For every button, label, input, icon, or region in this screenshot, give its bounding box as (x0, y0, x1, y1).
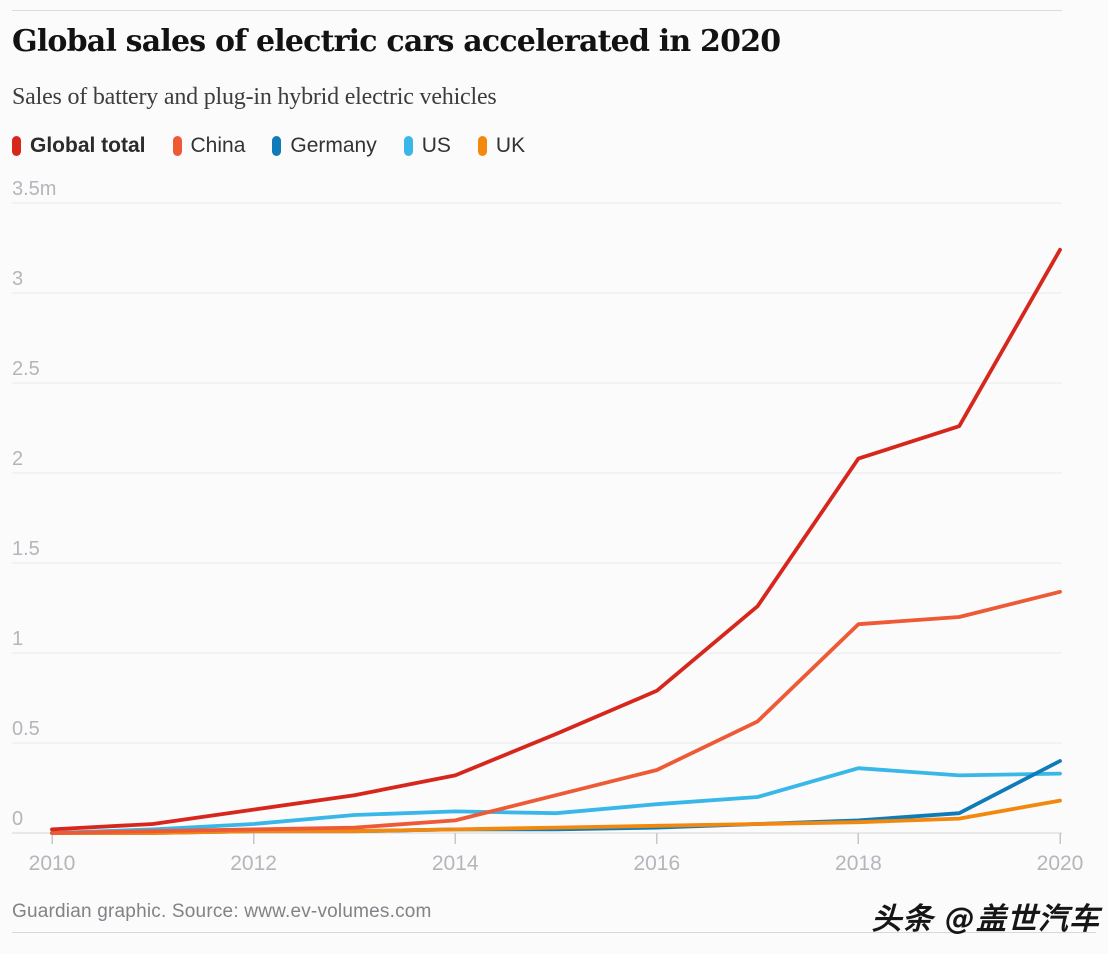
legend-label: US (421, 134, 451, 157)
y-tick-label: 0 (12, 808, 23, 830)
page-title: Global sales of electric cars accelerate… (12, 24, 781, 59)
y-tick-label: 0.5 (12, 718, 40, 740)
gridlines (12, 202, 1062, 834)
y-tick-label: 2.5 (12, 358, 40, 380)
legend-item-uk: UK (477, 134, 526, 157)
legend-label: Global total (30, 134, 146, 157)
bottom-divider (12, 932, 1096, 933)
series-line-china (50, 589, 1062, 835)
watermark: 头条 @盖世汽车 (871, 902, 1100, 937)
y-tick-label: 3 (12, 268, 23, 290)
global-total-swatch-icon (12, 135, 21, 156)
x-tick-label: 2010 (29, 852, 76, 875)
series-line-global-total (50, 247, 1062, 832)
legend-label: UK (495, 134, 526, 157)
x-tick-label: 2016 (633, 852, 680, 875)
x-tick-label: 2014 (432, 852, 479, 875)
legend-item-china: China (172, 134, 246, 157)
y-axis-labels: 3.5m 3 2.5 2 1.5 1 0.5 0 (12, 178, 56, 830)
source-credit: Guardian graphic. Source: www.ev-volumes… (12, 901, 432, 922)
legend-item-us: US (403, 134, 451, 157)
y-tick-label: 3.5m (12, 178, 56, 200)
us-swatch-icon (403, 135, 413, 156)
y-tick-label: 1 (12, 628, 23, 650)
y-tick-label: 1.5 (12, 538, 40, 560)
legend-label: Germany (290, 134, 377, 157)
chart-legend: Global total China Germany US UK (12, 135, 525, 156)
x-tick-label: 2018 (835, 852, 882, 875)
legend-item-global-total: Global total (12, 135, 146, 156)
legend-label: China (190, 134, 246, 157)
chart-subtitle: Sales of battery and plug-in hybrid elec… (12, 84, 497, 110)
series-line-us (50, 766, 1062, 835)
series-lines (50, 247, 1062, 835)
x-tick-label: 2012 (230, 852, 277, 875)
china-swatch-icon (172, 135, 182, 156)
uk-swatch-icon (477, 135, 487, 156)
legend-item-germany: Germany (272, 134, 377, 157)
x-tick-label: 2020 (1037, 852, 1084, 875)
x-axis: 2010 2012 2014 2016 2018 2020 (29, 833, 1084, 875)
y-tick-label: 2 (12, 448, 23, 470)
germany-swatch-icon (272, 135, 282, 156)
top-divider (12, 10, 1062, 11)
